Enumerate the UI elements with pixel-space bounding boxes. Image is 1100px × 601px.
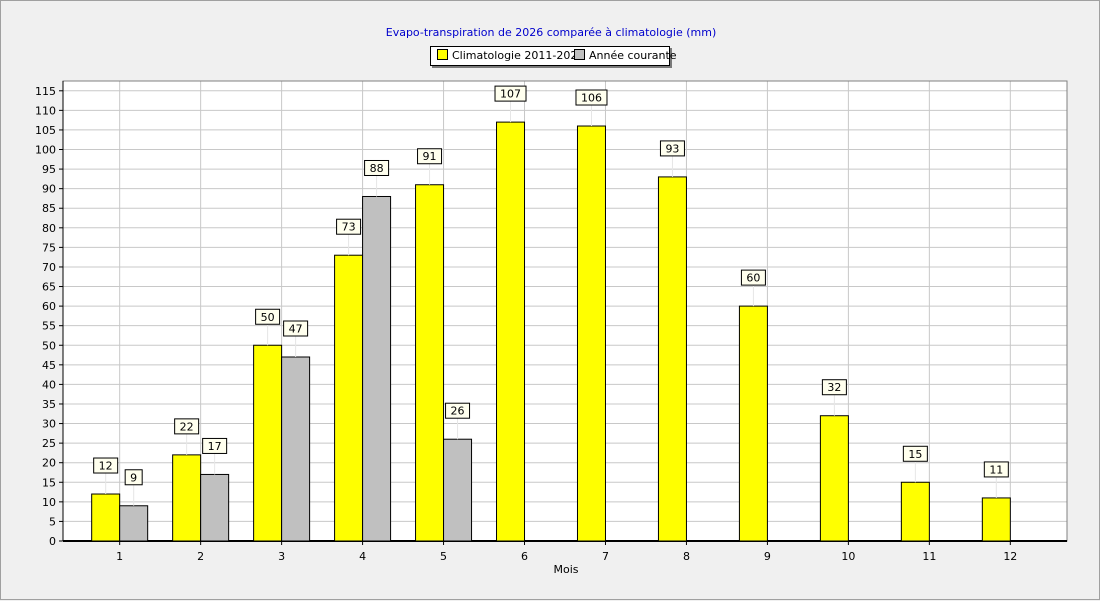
y-tick-label: 85 [42, 202, 56, 215]
data-label-box [821, 379, 847, 396]
bar-annee-courante [200, 473, 230, 542]
y-tick-label: 0 [49, 535, 56, 548]
bar-climatologie [657, 176, 687, 542]
bar-annee-courante [119, 505, 149, 542]
bar-climatologie [172, 454, 202, 542]
bar-climatologie [415, 184, 445, 542]
bar-climatologie [253, 344, 283, 542]
x-tick-label: 3 [278, 550, 285, 563]
data-label-box [445, 402, 471, 419]
y-tick-label: 25 [42, 437, 56, 450]
plot-background [63, 81, 1067, 541]
y-tick-label: 90 [42, 183, 56, 196]
data-label-box [659, 140, 685, 157]
data-label-box [575, 89, 608, 106]
chart-legend: Climatologie 2011-2025 Année courante [430, 46, 677, 66]
data-label: 107 [500, 88, 521, 101]
data-label: 12 [99, 460, 113, 473]
data-label-box [124, 469, 143, 486]
y-tick-label: 100 [35, 144, 56, 157]
y-tick-label: 10 [42, 496, 56, 509]
y-tick-label: 45 [42, 359, 56, 372]
y-tick-label: 30 [42, 418, 56, 431]
y-tick-label: 40 [42, 378, 56, 391]
data-label: 32 [827, 381, 841, 394]
bar-climatologie [819, 415, 849, 542]
x-tick-label: 11 [922, 550, 936, 563]
y-tick-label: 75 [42, 241, 56, 254]
data-label-box [283, 320, 309, 337]
chart-title: Evapo-transpiration de 2026 comparée à c… [385, 26, 717, 39]
bar-annee-courante [281, 356, 311, 542]
data-label: 88 [370, 162, 384, 175]
data-label-box [255, 308, 281, 325]
legend-swatch-annee-courante [574, 49, 585, 60]
legend-label-annee-courante: Année courante [589, 49, 677, 62]
data-label-box [740, 269, 766, 286]
data-label: 106 [581, 92, 602, 105]
x-tick-label: 7 [602, 550, 609, 563]
x-tick-label: 1 [116, 550, 123, 563]
data-label: 26 [451, 405, 465, 418]
x-tick-label: 8 [683, 550, 690, 563]
bar-climatologie [496, 121, 526, 542]
y-tick-label: 115 [35, 85, 56, 98]
data-label: 17 [208, 440, 222, 453]
data-label: 50 [261, 311, 275, 324]
x-tick-label: 5 [440, 550, 447, 563]
bar-climatologie [738, 305, 768, 542]
x-tick-label: 9 [764, 550, 771, 563]
y-tick-label: 20 [42, 457, 56, 470]
bar-climatologie [91, 493, 121, 542]
x-tick-label: 12 [1003, 550, 1017, 563]
data-label: 9 [130, 471, 137, 484]
y-tick-label: 80 [42, 222, 56, 235]
bar-climatologie [981, 497, 1011, 542]
data-label: 47 [289, 323, 303, 336]
bar-climatologie [334, 254, 364, 542]
data-label-box [494, 85, 527, 102]
legend-item-climatologie: Climatologie 2011-2025 [437, 49, 584, 63]
legend-item-annee-courante: Année courante [574, 49, 677, 63]
y-tick-label: 95 [42, 163, 56, 176]
y-tick-label: 70 [42, 261, 56, 274]
data-label-box [902, 445, 928, 462]
data-label-box [364, 159, 390, 176]
data-label-box [202, 437, 228, 454]
bar-annee-courante [362, 195, 392, 542]
x-tick-label: 4 [359, 550, 366, 563]
x-tick-label: 2 [197, 550, 204, 563]
data-label-box [93, 457, 119, 474]
y-tick-label: 60 [42, 300, 56, 313]
data-label: 91 [423, 150, 437, 163]
y-tick-label: 55 [42, 320, 56, 333]
data-label: 15 [908, 448, 922, 461]
data-label: 11 [989, 463, 1003, 476]
data-label: 93 [665, 142, 679, 155]
legend-swatch-climatologie [437, 49, 448, 60]
y-tick-label: 50 [42, 339, 56, 352]
y-tick-label: 110 [35, 104, 56, 117]
data-label-box [336, 218, 362, 235]
x-axis-label: Mois [553, 563, 578, 576]
x-tick-label: 6 [521, 550, 528, 563]
y-tick-label: 5 [49, 515, 56, 528]
y-tick-label: 65 [42, 281, 56, 294]
data-label-box [417, 148, 443, 165]
bar-annee-courante [443, 438, 473, 542]
bar-climatologie [900, 481, 930, 542]
data-label: 73 [342, 221, 356, 234]
bar-climatologie [576, 125, 606, 542]
data-label: 22 [180, 420, 194, 433]
legend-label-climatologie: Climatologie 2011-2025 [452, 49, 585, 62]
data-label: 60 [746, 272, 760, 285]
x-tick-label: 10 [841, 550, 855, 563]
y-tick-label: 105 [35, 124, 56, 137]
y-tick-label: 15 [42, 476, 56, 489]
y-tick-label: 35 [42, 398, 56, 411]
data-label-box [174, 418, 200, 435]
data-label-box [983, 461, 1009, 478]
